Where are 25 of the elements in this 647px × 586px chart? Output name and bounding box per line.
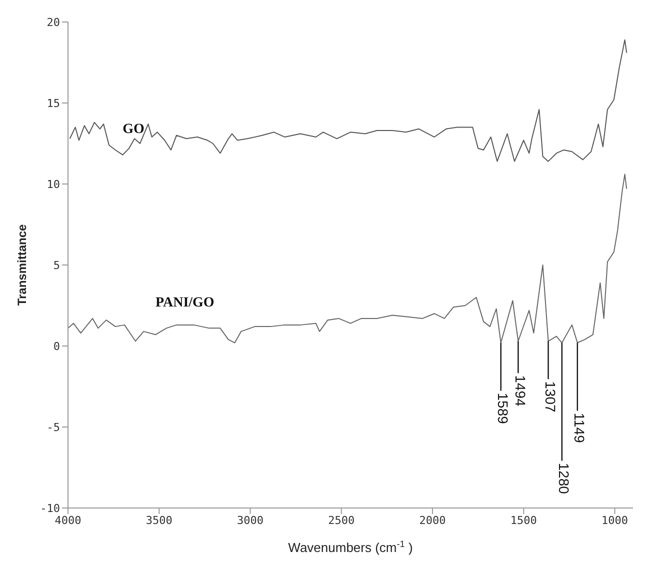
- annotation: 1149: [572, 412, 588, 444]
- x-tick-label: 2000: [419, 514, 446, 527]
- x-tick-label: 3000: [237, 514, 264, 527]
- series-label: PANI/GO: [155, 296, 214, 311]
- y-tick-label: 5: [53, 258, 60, 272]
- annotation: 1280: [556, 462, 572, 494]
- y-tick-label: 10: [46, 178, 60, 191]
- y-tick-label: 20: [46, 16, 60, 29]
- x-tick-label: 3500: [146, 514, 172, 527]
- y-tick-label: -10: [40, 502, 60, 515]
- series-label: GO: [122, 122, 145, 137]
- x-tick-label: 1500: [510, 514, 537, 527]
- annotation: 1589: [495, 392, 512, 424]
- x-axis-title: Wavenumbers (cm$^{-1}$): [288, 539, 413, 555]
- y-tick-label: -5: [46, 420, 60, 434]
- annotation: 1494: [512, 375, 528, 406]
- y-tick-label: 15: [46, 96, 60, 110]
- x-tick-label: 4000: [54, 514, 82, 527]
- y-tick-label: 0: [53, 340, 60, 353]
- x-tick-label: 1000: [602, 514, 628, 527]
- line-series: [69, 39, 628, 162]
- annotation: 1307: [542, 381, 559, 412]
- y-axis-title: Transmittance: [15, 224, 29, 306]
- x-tick-label: 2500: [328, 514, 355, 527]
- line-series: [68, 174, 628, 344]
